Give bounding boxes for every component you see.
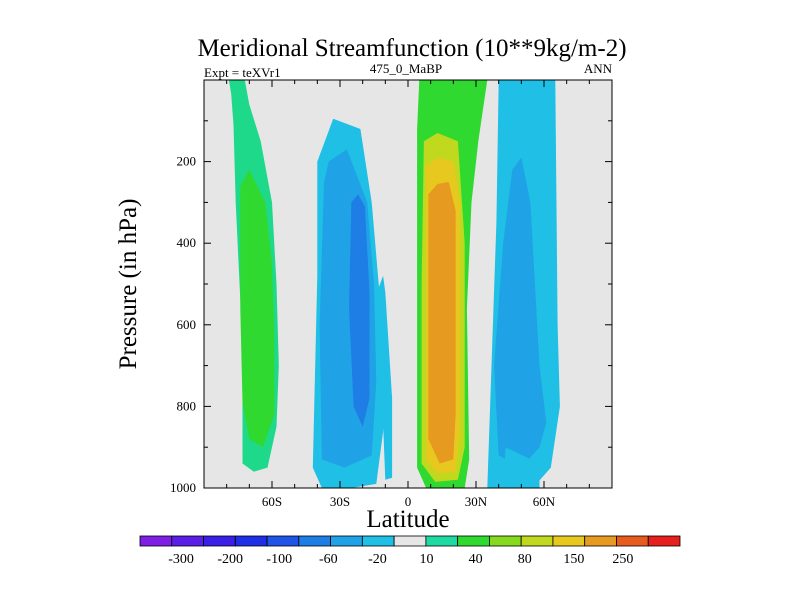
- y-tick-label: 1000: [170, 480, 196, 495]
- contour-fill-layer: [228, 80, 560, 489]
- colorbar-swatch: [330, 535, 363, 547]
- x-tick-label: 30N: [465, 494, 488, 509]
- colorbar-label: -20: [368, 552, 387, 567]
- x-tick-label: 0: [405, 494, 412, 509]
- subtitle-period: 475_0_MaBP: [370, 61, 442, 76]
- colorbar-swatch: [139, 535, 173, 547]
- colorbar-swatch: [489, 535, 522, 547]
- colorbar: -300 -200 -100 -60 -20 10 40 80 150 250: [139, 535, 681, 567]
- y-tick-label: 600: [177, 317, 197, 332]
- colorbar-swatch: [171, 535, 204, 547]
- colorbar-swatch: [584, 535, 617, 547]
- colorbar-label: -100: [266, 552, 292, 567]
- contour-region-sh-hadley-core: [349, 194, 370, 427]
- x-tick-label: 30S: [330, 494, 350, 509]
- chart-title: Meridional Streamfunction (10**9kg/m-2): [197, 35, 626, 62]
- x-tick-label: 60N: [533, 494, 556, 509]
- contour-region-nh-ferrel-core: [494, 157, 547, 468]
- colorbar-label: -300: [168, 552, 194, 567]
- colorbar-swatch: [393, 535, 427, 547]
- colorbar-swatch: [203, 535, 236, 547]
- colorbar-label: 150: [563, 552, 584, 567]
- x-tick-label: 60S: [262, 494, 282, 509]
- axis-ticks: 60S 30S 0 30N 60N 200 400 600 800 1000: [170, 80, 612, 509]
- y-tick-label: 200: [177, 154, 197, 169]
- colorbar-swatch: [647, 535, 681, 547]
- colorbar-swatch: [457, 535, 490, 547]
- colorbar-swatch: [520, 535, 554, 547]
- colorbar-label: -200: [217, 552, 243, 567]
- colorbar-label: 80: [518, 552, 532, 567]
- contour-region-sh-ferrel-core: [240, 169, 275, 448]
- colorbar-label: 40: [469, 552, 483, 567]
- contour-region-sh-tendril: [378, 275, 393, 480]
- colorbar-swatch: [425, 535, 459, 547]
- contour-region-nh-hadley-orange: [428, 182, 456, 464]
- y-axis-label: Pressure (in hPa): [115, 199, 142, 370]
- colorbar-label: 250: [612, 552, 633, 567]
- colorbar-swatch: [616, 535, 649, 547]
- colorbar-swatch: [361, 535, 395, 547]
- contour-region-nh-ferrel-tail: [503, 447, 540, 488]
- colorbar-swatch: [234, 535, 268, 547]
- colorbar-swatch: [298, 535, 331, 547]
- colorbar-swatch: [266, 535, 300, 547]
- y-tick-label: 400: [177, 235, 197, 250]
- colorbar-label: -60: [319, 552, 338, 567]
- x-axis-label: Latitude: [366, 506, 449, 533]
- subtitle-season: ANN: [584, 61, 613, 76]
- colorbar-label: 10: [420, 552, 434, 567]
- y-tick-label: 800: [177, 398, 197, 413]
- subtitle-experiment: Expt = teXVr1: [204, 65, 281, 80]
- colorbar-swatch: [552, 535, 586, 547]
